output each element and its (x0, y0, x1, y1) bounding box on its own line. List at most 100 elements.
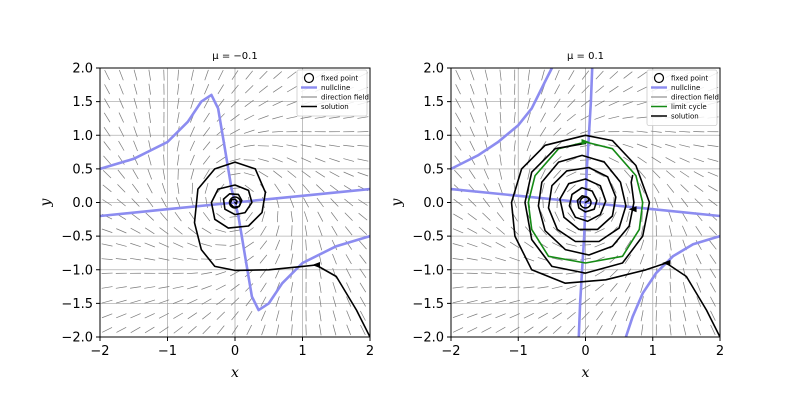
direction-segment (258, 115, 269, 120)
direction-segment (287, 71, 297, 79)
direction-segment (131, 198, 140, 207)
direction-segment (230, 114, 240, 122)
direction-segment (318, 239, 323, 251)
direction-segment (623, 156, 633, 164)
y-tick-label: 2.0 (423, 62, 444, 77)
direction-segment (286, 101, 298, 106)
direction-segment (455, 69, 461, 81)
direction-segment (158, 286, 170, 289)
x-axis-label: x (582, 365, 590, 381)
direction-segment (638, 169, 646, 179)
direction-segment (190, 168, 195, 180)
direction-segment (624, 240, 632, 250)
direction-segment (710, 296, 716, 307)
direction-segment (509, 286, 521, 289)
direction-segment (118, 112, 124, 123)
direction-segment (580, 284, 591, 291)
direction-segment (358, 212, 368, 221)
direction-segment (161, 197, 167, 208)
direction-segment (104, 98, 111, 109)
legend-swatch-fixed-point (303, 72, 315, 84)
nullcline-line (624, 234, 720, 337)
direction-segment (655, 296, 658, 308)
direction-segment (331, 239, 338, 251)
direction-segment (480, 299, 492, 304)
direction-segment (552, 142, 562, 150)
direction-segment (215, 284, 226, 291)
direction-segment (202, 155, 211, 165)
direction-segment (260, 225, 267, 236)
direction-segment (159, 227, 169, 235)
direction-segment (118, 140, 125, 151)
direction-segment (301, 170, 311, 178)
direction-segment (319, 310, 322, 322)
direction-segment (344, 212, 353, 221)
direction-segment (526, 126, 532, 138)
direction-segment (332, 310, 337, 322)
y-tick-label: 0.5 (72, 162, 93, 177)
direction-segment (496, 212, 505, 222)
direction-segment (452, 327, 464, 333)
direction-segment (314, 144, 326, 148)
direction-segment (567, 84, 575, 94)
direction-segment (217, 325, 225, 335)
direction-segment (102, 199, 112, 206)
direction-segment (669, 239, 672, 251)
direction-segment (186, 257, 198, 261)
direction-segment (145, 212, 154, 221)
direction-segment (345, 268, 352, 279)
direction-segment (580, 99, 591, 108)
direction-segment (245, 212, 253, 222)
direction-segment (566, 285, 577, 290)
direction-segment (290, 211, 293, 223)
direction-segment (132, 154, 139, 166)
direction-segment (623, 71, 633, 79)
direction-segment (275, 225, 280, 237)
direction-segment (651, 156, 662, 164)
direction-segment (480, 286, 492, 289)
direction-segment (217, 98, 225, 108)
panel-mu-positive: −2 −1 0 1 2 −2.0 −1.5 −1.0 −0.5 0.0 0.5 1.0 1.5 2.0 μ … (389, 51, 724, 381)
direction-segment (640, 239, 645, 251)
direction-segment (160, 212, 168, 222)
direction-segment (116, 313, 127, 319)
direction-segment (495, 242, 506, 248)
direction-segment (694, 198, 703, 207)
x-tick-label: 1 (298, 344, 306, 359)
direction-segment (229, 158, 241, 162)
direction-segment (552, 325, 562, 334)
direction-segment (594, 171, 605, 178)
direction-segment (130, 299, 141, 304)
direction-segment (343, 116, 355, 119)
direction-segment (204, 182, 209, 194)
direction-segment (215, 258, 227, 261)
direction-segment (484, 83, 489, 95)
direction-segment (541, 69, 545, 81)
y-tick-label: 1.5 (72, 95, 93, 110)
direction-segment (581, 311, 590, 320)
direction-segment (115, 258, 127, 261)
direction-segment (509, 272, 521, 275)
direction-segment (707, 185, 718, 192)
direction-segment (467, 227, 478, 234)
direction-segment (117, 169, 126, 179)
direction-segment (229, 143, 241, 149)
direction-segment (452, 228, 464, 234)
direction-segment (469, 155, 476, 165)
direction-segment (640, 225, 644, 237)
direction-segment (682, 324, 687, 336)
direction-segment (286, 144, 298, 148)
direction-segment (709, 254, 717, 264)
flow-arrow (312, 262, 320, 269)
direction-segment (537, 286, 549, 289)
direction-segment (218, 69, 224, 81)
direction-segment (359, 268, 367, 279)
direction-segment (330, 198, 339, 207)
direction-segment (567, 325, 576, 335)
direction-segment (288, 183, 296, 194)
y-axis-label: y (38, 197, 54, 207)
direction-segment (484, 154, 489, 166)
direction-segment (499, 112, 502, 124)
direction-segment (580, 114, 591, 121)
direction-segment (637, 156, 647, 164)
